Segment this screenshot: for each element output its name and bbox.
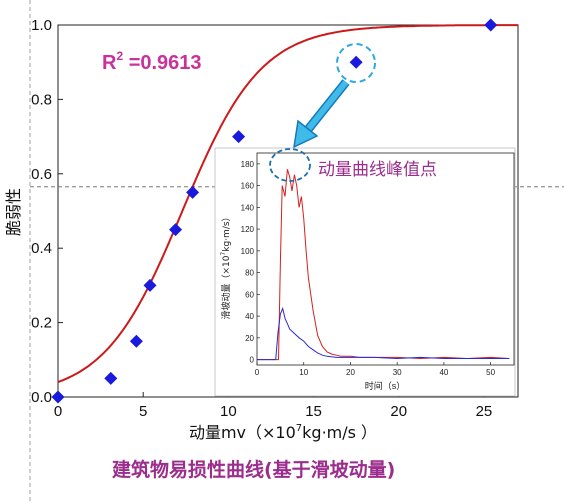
data-points bbox=[51, 18, 498, 404]
data-point bbox=[169, 223, 183, 237]
main-axis-ticks: 0 5 10 15 20 25 0.0 0.2 0.4 0.6 0.8 1.0 bbox=[31, 17, 492, 420]
inset-x-tick-label: 40 bbox=[439, 368, 448, 377]
y-tick-label: 0.0 bbox=[31, 389, 52, 406]
x-tick-label: 15 bbox=[305, 403, 322, 420]
inset-y-tick-label: 80 bbox=[245, 269, 254, 278]
peak-annotation: 动量曲线峰值点 bbox=[318, 160, 437, 180]
inset-x-axis-label: 时间（s） bbox=[365, 380, 406, 392]
x-tick-label: 10 bbox=[220, 403, 237, 420]
inset-y-tick-label: 120 bbox=[241, 225, 255, 234]
data-point bbox=[129, 334, 143, 348]
inset-y-tick-label: 160 bbox=[241, 182, 255, 191]
y-tick-label: 0.4 bbox=[31, 240, 52, 257]
fit-curve bbox=[57, 24, 518, 384]
inset-x-tick-label: 50 bbox=[486, 368, 495, 377]
inset-x-tick-label: 30 bbox=[393, 368, 402, 377]
inset-y-tick-label: 20 bbox=[245, 334, 254, 343]
data-point bbox=[186, 185, 200, 199]
x-tick-label: 5 bbox=[139, 403, 147, 420]
data-point bbox=[51, 390, 65, 404]
r-squared-annotation: R2 =0.9613 bbox=[102, 49, 202, 74]
data-point bbox=[484, 18, 498, 32]
x-tick-label: 25 bbox=[476, 403, 493, 420]
y-tick-label: 0.6 bbox=[31, 166, 52, 183]
inset-x-tick-label: 0 bbox=[255, 368, 260, 377]
inset-x-tick-label: 20 bbox=[346, 368, 355, 377]
x-axis-label: 动量mv（×107kg·m/s ） bbox=[189, 423, 377, 442]
inset-series-red bbox=[257, 169, 510, 361]
inset-y-tick-label: 60 bbox=[245, 290, 254, 299]
x-tick-label: 20 bbox=[390, 403, 407, 420]
data-point bbox=[349, 55, 363, 69]
x-tick-label: 0 bbox=[54, 403, 62, 420]
y-tick-label: 0.2 bbox=[31, 315, 52, 332]
main-plot-frame bbox=[57, 24, 519, 398]
inset-series-blue bbox=[257, 306, 510, 361]
data-point bbox=[232, 130, 246, 144]
y-tick-label: 0.8 bbox=[31, 91, 52, 108]
data-point bbox=[143, 278, 157, 292]
inset-plot-frame bbox=[256, 152, 515, 366]
data-point bbox=[104, 371, 118, 385]
peak-highlight-ellipse bbox=[269, 148, 311, 182]
inset-y-axis-label: 滑坡动量（×107kg·m/s） bbox=[220, 212, 232, 319]
pointer-arrow bbox=[293, 79, 350, 149]
inset-axis-ticks: 0 10 20 30 40 50 0 20 40 60 80 100 120 140 160 180 bbox=[241, 160, 496, 377]
inset-y-tick-label: 0 bbox=[250, 356, 255, 365]
inset-y-tick-label: 180 bbox=[241, 160, 255, 169]
y-tick-label: 1.0 bbox=[31, 17, 52, 34]
inset-y-tick-label: 100 bbox=[241, 247, 255, 256]
inset-y-tick-label: 140 bbox=[241, 203, 255, 212]
figure-caption: 建筑物易损性曲线(基于滑坡动量) bbox=[112, 458, 395, 481]
inset-y-tick-label: 40 bbox=[245, 312, 254, 321]
y-axis-label: 脆弱性 bbox=[4, 188, 23, 236]
inset-x-tick-label: 10 bbox=[299, 368, 308, 377]
highlight-circle bbox=[336, 43, 376, 83]
